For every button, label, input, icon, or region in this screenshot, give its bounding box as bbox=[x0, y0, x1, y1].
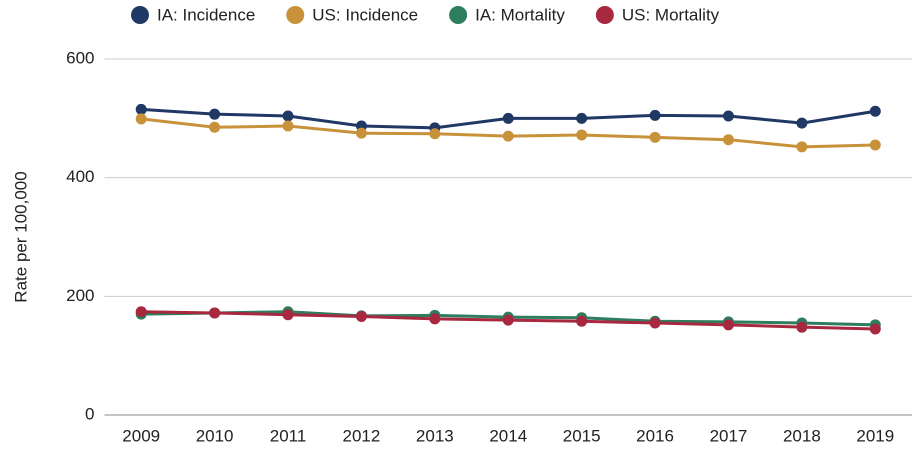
data-point bbox=[135, 103, 147, 115]
x-tick-label: 2014 bbox=[489, 426, 527, 445]
legend-marker bbox=[449, 6, 468, 24]
x-tick-label: 2013 bbox=[416, 426, 454, 445]
data-point bbox=[502, 112, 514, 124]
data-point bbox=[869, 323, 881, 335]
data-point bbox=[429, 313, 441, 325]
data-point bbox=[282, 120, 294, 132]
x-tick-label: 2010 bbox=[196, 426, 234, 445]
data-point bbox=[649, 109, 661, 121]
data-point bbox=[502, 314, 514, 326]
x-tick-label: 2017 bbox=[710, 426, 748, 445]
x-tick-label: 2009 bbox=[122, 426, 160, 445]
data-point bbox=[722, 319, 734, 331]
data-point bbox=[282, 110, 294, 122]
legend-label: US: Incidence bbox=[312, 5, 418, 24]
y-tick-label: 0 bbox=[85, 404, 94, 423]
data-point bbox=[209, 121, 221, 133]
legend-marker bbox=[131, 6, 149, 24]
data-point bbox=[722, 110, 734, 122]
data-point bbox=[576, 315, 588, 327]
legend-label: IA: Mortality bbox=[475, 5, 565, 24]
data-point bbox=[209, 108, 221, 120]
x-tick-label: 2018 bbox=[783, 426, 821, 445]
legend-marker bbox=[595, 6, 614, 24]
y-tick-label: 200 bbox=[66, 286, 94, 305]
x-tick-label: 2011 bbox=[270, 426, 307, 445]
data-point bbox=[135, 113, 147, 125]
data-point bbox=[869, 139, 881, 151]
data-point bbox=[796, 141, 808, 153]
data-point bbox=[576, 129, 588, 141]
data-point bbox=[355, 127, 367, 139]
data-point bbox=[282, 309, 294, 321]
x-tick-label: 2015 bbox=[563, 426, 601, 445]
legend-marker bbox=[286, 6, 305, 24]
data-point bbox=[576, 112, 588, 124]
y-axis-label: Rate per 100,000 bbox=[11, 171, 30, 302]
data-point bbox=[796, 117, 808, 129]
data-point bbox=[722, 134, 734, 146]
data-point bbox=[796, 321, 808, 333]
data-point bbox=[135, 306, 147, 318]
y-tick-label: 600 bbox=[66, 48, 94, 67]
x-tick-label: 2012 bbox=[343, 426, 381, 445]
data-point bbox=[649, 131, 661, 143]
data-point bbox=[502, 130, 514, 142]
data-point bbox=[869, 105, 881, 117]
x-tick-label: 2019 bbox=[856, 426, 894, 445]
data-point bbox=[209, 307, 221, 319]
data-point bbox=[649, 317, 661, 329]
legend-label: IA: Incidence bbox=[157, 5, 255, 24]
data-point bbox=[355, 311, 367, 323]
legend-label: US: Mortality bbox=[622, 5, 720, 24]
data-point bbox=[429, 128, 441, 140]
x-tick-label: 2016 bbox=[636, 426, 674, 445]
y-tick-label: 400 bbox=[66, 167, 94, 186]
